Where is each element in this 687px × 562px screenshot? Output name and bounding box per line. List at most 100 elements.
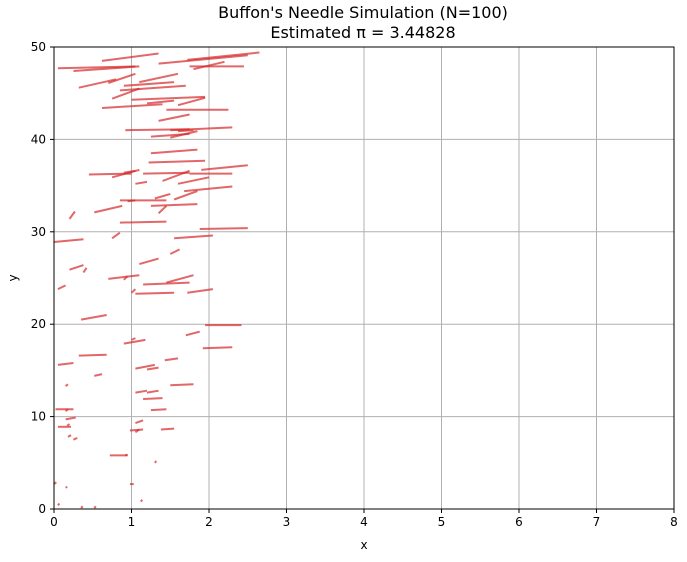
needle: [101, 103, 163, 109]
needle: [82, 267, 88, 274]
needle: [150, 148, 198, 155]
needle: [177, 176, 210, 185]
x-axis: 0 1 2 3 4 5 6 7 8: [50, 509, 678, 529]
x-tick-label: 8: [670, 515, 678, 529]
needle: [101, 52, 159, 62]
needle: [73, 65, 140, 72]
needle: [78, 78, 117, 89]
needle: [107, 72, 136, 84]
chart-subtitle: Estimated π = 3.44828: [270, 23, 455, 42]
x-tick-label: 3: [283, 515, 291, 529]
needle: [146, 389, 159, 394]
needle: [131, 95, 206, 101]
needle: [80, 505, 84, 509]
x-tick-label: 0: [50, 515, 58, 529]
needle: [111, 87, 140, 100]
needles-layer: [53, 51, 260, 509]
needle: [65, 485, 68, 489]
needle: [150, 132, 190, 138]
needle: [139, 257, 159, 266]
needle: [201, 164, 248, 171]
needle: [108, 274, 140, 280]
needle: [187, 51, 260, 61]
needle: [93, 505, 97, 509]
needle: [64, 408, 69, 412]
needle: [134, 428, 140, 434]
needle: [135, 180, 148, 185]
needle: [140, 499, 144, 503]
needle: [67, 434, 72, 438]
needle: [94, 373, 103, 377]
needle: [174, 234, 213, 240]
y-tick-label: 50: [31, 40, 46, 54]
needle: [160, 427, 175, 431]
needle: [68, 210, 76, 220]
x-tick-label: 5: [438, 515, 446, 529]
needle: [143, 397, 163, 400]
needle: [173, 190, 198, 201]
y-tick-label: 40: [31, 132, 46, 146]
needle: [164, 357, 179, 362]
needle: [66, 423, 71, 427]
needle: [119, 220, 167, 224]
needle: [72, 436, 78, 441]
needle: [127, 199, 136, 203]
needle: [64, 383, 69, 387]
needle: [170, 126, 233, 132]
y-tick-label: 10: [31, 410, 46, 424]
needle: [123, 81, 175, 87]
needle: [146, 366, 159, 371]
needle: [154, 192, 171, 200]
y-tick-label: 0: [38, 502, 46, 516]
needle: [135, 291, 175, 295]
needle: [69, 264, 84, 271]
needle: [154, 460, 158, 464]
needle: [143, 281, 190, 286]
needle: [177, 96, 206, 107]
y-axis-label: y: [6, 274, 20, 281]
needle: [150, 203, 198, 207]
needle: [158, 54, 248, 65]
needle: [135, 419, 144, 425]
needle: [177, 129, 194, 133]
needle: [170, 383, 194, 387]
needle: [169, 248, 181, 255]
chart-title: Buffon's Needle Simulation (N=100): [218, 3, 508, 22]
needle: [124, 453, 128, 457]
needle: [111, 231, 121, 240]
needle: [80, 314, 107, 321]
needle: [193, 60, 225, 71]
y-axis: 0 10 20 30 40 50: [31, 40, 54, 516]
needle: [166, 274, 194, 284]
needle: [185, 330, 200, 337]
needle: [148, 159, 206, 164]
needle: [150, 408, 167, 412]
x-axis-label: x: [360, 538, 367, 552]
needle: [119, 84, 186, 92]
needle: [123, 275, 129, 281]
x-tick-label: 6: [515, 515, 523, 529]
needle: [131, 337, 136, 341]
needle: [187, 288, 214, 294]
needle: [57, 362, 74, 366]
needle: [57, 502, 61, 506]
needle: [146, 99, 175, 105]
y-tick-label: 30: [31, 225, 46, 239]
x-tick-label: 7: [593, 515, 601, 529]
needle: [184, 185, 233, 193]
needle: [129, 428, 144, 432]
needle: [199, 227, 248, 230]
y-tick-label: 20: [31, 317, 46, 331]
needle: [53, 238, 84, 243]
needle: [78, 353, 107, 357]
needle: [139, 72, 179, 84]
x-tick-label: 1: [128, 515, 136, 529]
needle: [162, 169, 190, 182]
needle: [123, 169, 136, 174]
x-tick-label: 4: [360, 515, 368, 529]
grid-lines: [53, 46, 675, 510]
needle: [158, 113, 190, 122]
needle: [94, 204, 123, 214]
needle: [202, 346, 233, 350]
